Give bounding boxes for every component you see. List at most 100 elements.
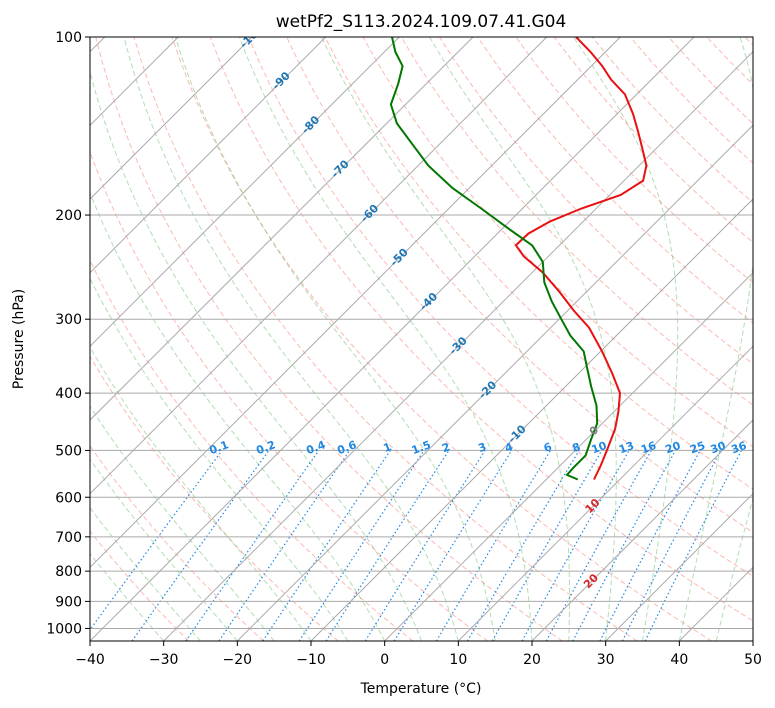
- moist-adiabat: [90, 346, 312, 641]
- moist-adiabat: [90, 458, 238, 641]
- dry-adiabat: [90, 444, 264, 641]
- mixing-ratio-line: [621, 450, 722, 641]
- chart-title: wetPf2_S113.2024.109.07.41.G04: [276, 12, 567, 32]
- mixing-ratio-line: [218, 450, 351, 641]
- x-tick-label: −30: [149, 652, 179, 668]
- moist-adiabat: [429, 37, 617, 641]
- x-tick-label: 40: [670, 652, 688, 668]
- y-tick-label: 700: [55, 530, 82, 546]
- mixing-ratio-label: 2: [440, 440, 452, 455]
- isotherm-line: [90, 37, 548, 495]
- mixing-ratio-label: 0.2: [255, 438, 278, 457]
- moist-adiabat: [90, 405, 275, 641]
- mixing-ratio-label: 10: [590, 439, 609, 457]
- dry-adiabat: [90, 150, 488, 641]
- x-axis: −40 −30 −20 −10 0 10 20 30 40 50: [75, 641, 762, 668]
- moist-adiabat: [715, 496, 753, 641]
- mixing-ratio-line: [298, 450, 425, 641]
- y-tick-label: 400: [55, 386, 82, 402]
- isotherm-line: [310, 198, 753, 641]
- isotherm-line: [90, 37, 474, 421]
- x-tick-label: −20: [223, 652, 253, 668]
- isotherm-line: [90, 37, 400, 348]
- moist-adiabat: [123, 37, 459, 641]
- isotherm-line: [90, 37, 253, 200]
- moist-adiabat: [174, 37, 496, 641]
- y-axis-label: Pressure (hPa): [11, 289, 27, 389]
- mixing-ratio-line: [325, 450, 450, 641]
- moist-adiabat: [321, 37, 571, 641]
- mixing-ratio-line: [364, 450, 486, 641]
- dry-adiabat: [744, 37, 753, 46]
- dry-adiabat: [515, 37, 753, 284]
- mixing-ratio-label: 0.1: [208, 438, 231, 457]
- isotherm-line: [90, 37, 695, 641]
- mixing-ratio-line: [435, 450, 552, 641]
- grid-lines: [90, 37, 753, 641]
- x-tick-label: 30: [597, 652, 615, 668]
- mixing-ratio-line: [466, 450, 580, 641]
- mixing-ratio-label: 0.6: [335, 438, 358, 457]
- y-tick-label: 800: [55, 564, 82, 580]
- x-tick-label: 50: [744, 652, 762, 668]
- isotherm-line: [531, 419, 753, 641]
- isotherm-line: [384, 271, 753, 641]
- dry-adiabat: [90, 530, 190, 641]
- x-axis-label: Temperature (°C): [360, 681, 482, 697]
- profiles: [389, 37, 648, 481]
- moist-adiabat: [90, 277, 349, 641]
- x-tick-label: 20: [523, 652, 541, 668]
- mixing-ratio-line: [90, 450, 223, 631]
- dry-adiabat: [171, 37, 712, 641]
- dry-adiabat: [591, 37, 753, 204]
- dry-adiabat: [90, 355, 339, 641]
- mixing-ratio-line: [572, 450, 677, 641]
- moist-adiabat: [573, 37, 679, 641]
- x-tick-label: 0: [380, 652, 389, 668]
- isotherm-line: [678, 566, 753, 641]
- dry-adiabat: [324, 37, 753, 490]
- x-tick-label: 10: [449, 652, 467, 668]
- mixing-ratio-label: 30: [709, 439, 728, 457]
- y-tick-label: 200: [55, 208, 82, 224]
- line-labels: 0.1 0.2 0.4 0.6 1 1.5 2 3 4 6 8 10 13 16 20 25 30 36-100-…: [208, 37, 749, 591]
- isotherm-line: [236, 124, 753, 641]
- isotherm-line: [90, 37, 327, 274]
- mixing-ratio-label: 16: [639, 439, 658, 457]
- mixing-ratio-line: [262, 450, 391, 641]
- moist-adiabat: [90, 69, 422, 641]
- dry-adiabat: [133, 37, 638, 641]
- mixing-ratio-line: [599, 450, 701, 641]
- mixing-ratio-label: 8: [571, 440, 583, 455]
- dry-adiabat: [706, 37, 753, 86]
- dry-adiabat: [438, 37, 753, 365]
- dry-adiabat: [668, 37, 753, 125]
- isotherm-line: [457, 345, 753, 641]
- y-axis: 1000 900 800 700 600 500 400 300 200 100: [46, 30, 90, 637]
- isotherm-line: [90, 37, 621, 569]
- mixing-ratio-line: [393, 450, 513, 641]
- x-tick-label: −40: [75, 652, 105, 668]
- mixing-ratio-line: [644, 450, 743, 641]
- mixing-ratio-label: 1.5: [410, 438, 433, 457]
- mixing-ratio-label: 36: [729, 439, 748, 457]
- y-tick-label: 1000: [46, 621, 82, 637]
- mixing-ratio-label: 13: [617, 439, 636, 456]
- temperature-label: 0: [587, 423, 602, 438]
- mixing-ratio-label: 25: [688, 439, 707, 456]
- background-lines: [90, 37, 753, 641]
- dry-adiabat: [477, 37, 753, 324]
- dry-adiabat: [209, 37, 753, 622]
- mixing-ratio-label: 0.4: [305, 438, 328, 457]
- mixing-ratio-label: 3: [476, 440, 488, 455]
- dry-adiabat: [248, 37, 753, 577]
- moist-adiabat: [678, 37, 753, 641]
- y-tick-label: 300: [55, 312, 82, 328]
- y-tick-label: 100: [55, 30, 82, 46]
- mixing-ratio-line: [185, 450, 320, 641]
- y-tick-label: 900: [55, 594, 82, 610]
- x-tick-label: −10: [296, 652, 326, 668]
- y-tick-label: 500: [55, 443, 82, 459]
- mixing-ratio-label: 6: [542, 440, 554, 455]
